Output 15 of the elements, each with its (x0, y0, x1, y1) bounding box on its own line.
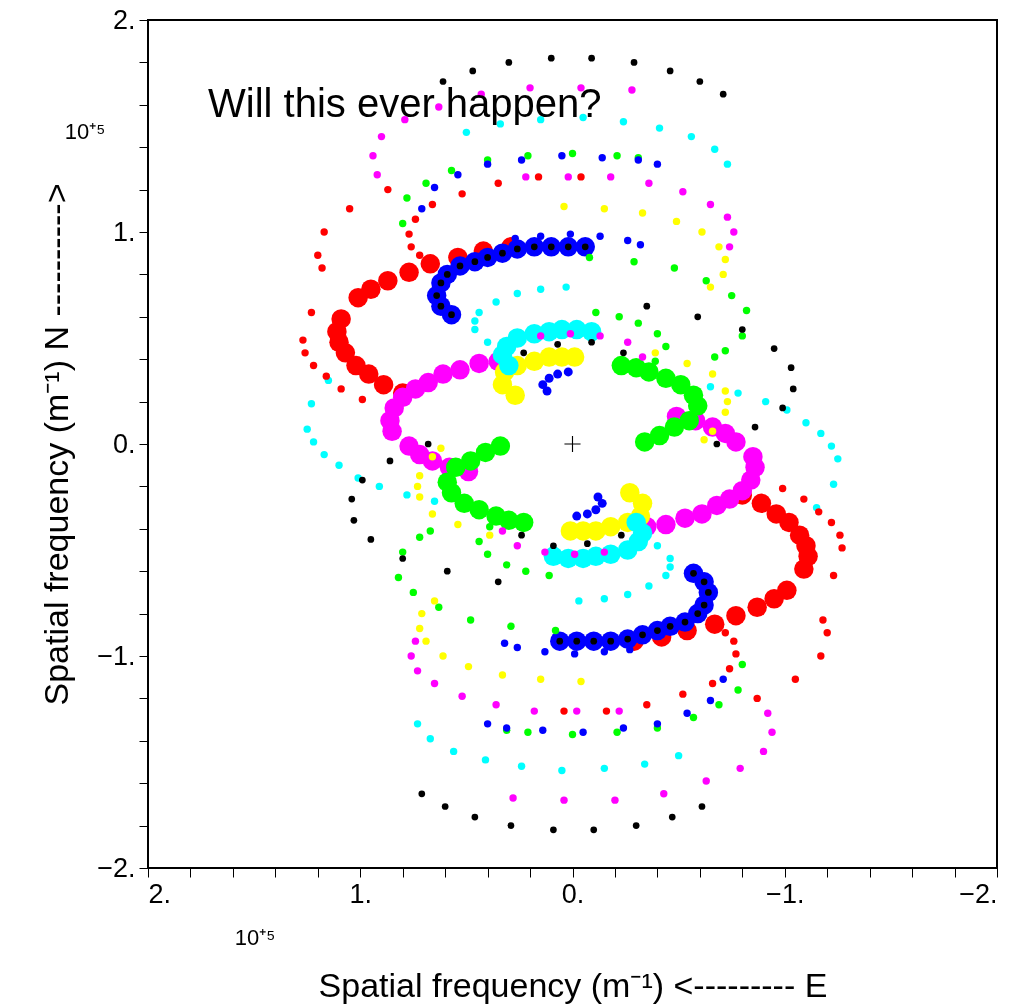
text: 10⁺⁵ (234, 925, 276, 950)
x-tick-label: −1. (766, 878, 805, 909)
x-tick-label: 1. (349, 878, 373, 909)
y-tick-label: −1. (97, 640, 136, 671)
annotation: Will this ever happen? (208, 81, 602, 125)
text: 10⁺⁵ (64, 119, 106, 144)
x-tick-label: 2. (148, 878, 172, 909)
x-tick-label: 0. (561, 878, 585, 909)
y-tick-label: −2. (97, 852, 136, 883)
x-axis-title: Spatial frequency (m⁻¹) <--------- E (318, 965, 828, 1004)
y-axis-title: Spatial frequency (m⁻¹) N ----------> (37, 183, 76, 706)
y-tick-label: 0. (112, 428, 136, 459)
y-tick-label: 1. (112, 216, 136, 247)
y-tick-label: 2. (112, 4, 136, 35)
x-tick-label: −2. (959, 878, 998, 909)
